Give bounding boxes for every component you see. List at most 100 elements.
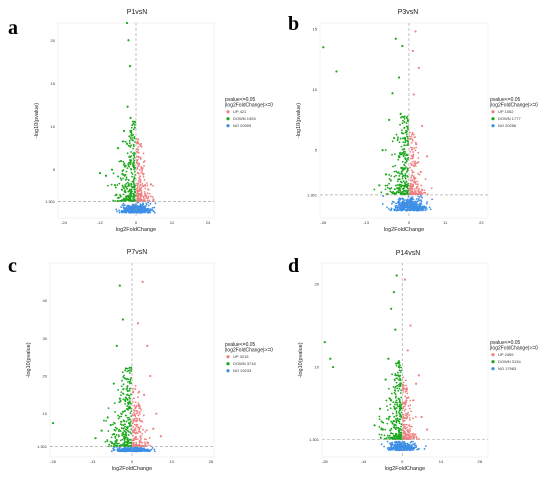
point-no <box>429 208 432 211</box>
point-up <box>135 137 138 140</box>
point-down <box>110 183 113 186</box>
series-down <box>51 284 133 448</box>
point-down <box>130 382 133 384</box>
point-down <box>129 136 132 139</box>
point-up <box>410 157 412 160</box>
point-up <box>138 390 141 393</box>
point-no <box>128 447 131 450</box>
point-up <box>406 417 409 419</box>
point-up <box>146 184 149 187</box>
point-down <box>407 120 410 123</box>
point-up <box>406 392 409 395</box>
point-up <box>409 166 411 169</box>
point-down <box>129 161 132 164</box>
point-down <box>406 169 409 172</box>
point-up <box>136 322 140 325</box>
point-down <box>396 371 399 374</box>
point-up <box>135 412 138 415</box>
point-no <box>411 197 413 200</box>
point-up <box>139 195 142 198</box>
point-down <box>406 175 408 177</box>
point-down <box>379 407 382 410</box>
point-no <box>132 209 135 212</box>
point-down <box>126 438 128 441</box>
point-no <box>122 202 125 205</box>
point-down <box>127 164 130 167</box>
point-down <box>123 435 126 438</box>
point-down <box>393 175 396 178</box>
point-down <box>399 436 402 439</box>
point-down <box>396 187 398 190</box>
point-down <box>127 434 130 436</box>
point-down <box>395 412 398 414</box>
point-down <box>393 435 396 438</box>
point-up <box>135 405 137 408</box>
legend: pvalue<=0.05|log2FoldChange|>=0UP 421 DOW… <box>225 97 273 128</box>
point-no <box>128 207 131 210</box>
point-no <box>425 208 428 210</box>
point-no <box>418 196 421 198</box>
point-up <box>140 186 143 189</box>
point-up <box>402 381 405 384</box>
point-up <box>405 399 408 402</box>
point-down <box>400 389 403 392</box>
point-down <box>128 381 131 383</box>
legend-entry: DOWN 3134 <box>498 359 521 364</box>
point-down <box>393 426 396 429</box>
point-down <box>123 410 126 413</box>
point-down <box>131 152 134 155</box>
point-up <box>143 179 146 181</box>
point-up <box>406 349 409 352</box>
point-down <box>395 420 398 423</box>
point-down <box>398 403 401 406</box>
point-down <box>393 424 396 427</box>
point-up <box>423 191 425 194</box>
point-down <box>94 437 97 440</box>
point-up <box>402 429 405 432</box>
point-up <box>424 178 427 181</box>
legend-title: pvalue<=0.05 <box>225 97 256 103</box>
point-down <box>397 171 400 174</box>
point-down <box>399 407 401 409</box>
point-up <box>417 157 420 159</box>
point-no <box>395 202 397 205</box>
point-no <box>140 209 143 211</box>
point-down <box>384 378 387 381</box>
plot-area <box>321 262 489 458</box>
point-up <box>402 425 405 427</box>
point-up <box>137 146 140 148</box>
point-no <box>388 442 391 445</box>
x-axis-label: log2FoldChange <box>116 227 156 233</box>
point-down <box>129 167 132 170</box>
point-down <box>118 397 121 400</box>
legend-entry: DOWN 3716 <box>233 361 256 366</box>
point-no <box>417 195 420 198</box>
point-down <box>398 398 401 401</box>
point-down <box>403 185 406 188</box>
point-down <box>398 418 401 421</box>
point-down <box>405 189 407 192</box>
point-up <box>403 405 406 408</box>
point-down <box>130 366 133 369</box>
x-tick-label: 26 <box>209 459 214 464</box>
point-down <box>399 413 402 416</box>
point-down <box>399 408 402 411</box>
point-down <box>129 378 132 380</box>
point-no <box>409 444 411 447</box>
point-no <box>400 442 402 444</box>
point-no <box>402 208 404 210</box>
point-no <box>123 448 126 451</box>
y-tick-label: 5 <box>53 167 56 172</box>
point-down <box>122 376 125 378</box>
point-down <box>104 440 107 443</box>
point-down <box>127 185 129 188</box>
point-up <box>410 410 413 413</box>
point-up <box>409 182 412 185</box>
panel-b: b P3vsN -26 -13 0 11 22 1.301 5 10 15 log2FoldChang… <box>288 9 538 233</box>
point-no <box>424 207 427 210</box>
point-up <box>134 438 137 441</box>
point-no <box>144 449 146 452</box>
point-down <box>392 432 394 435</box>
point-down <box>131 185 135 189</box>
